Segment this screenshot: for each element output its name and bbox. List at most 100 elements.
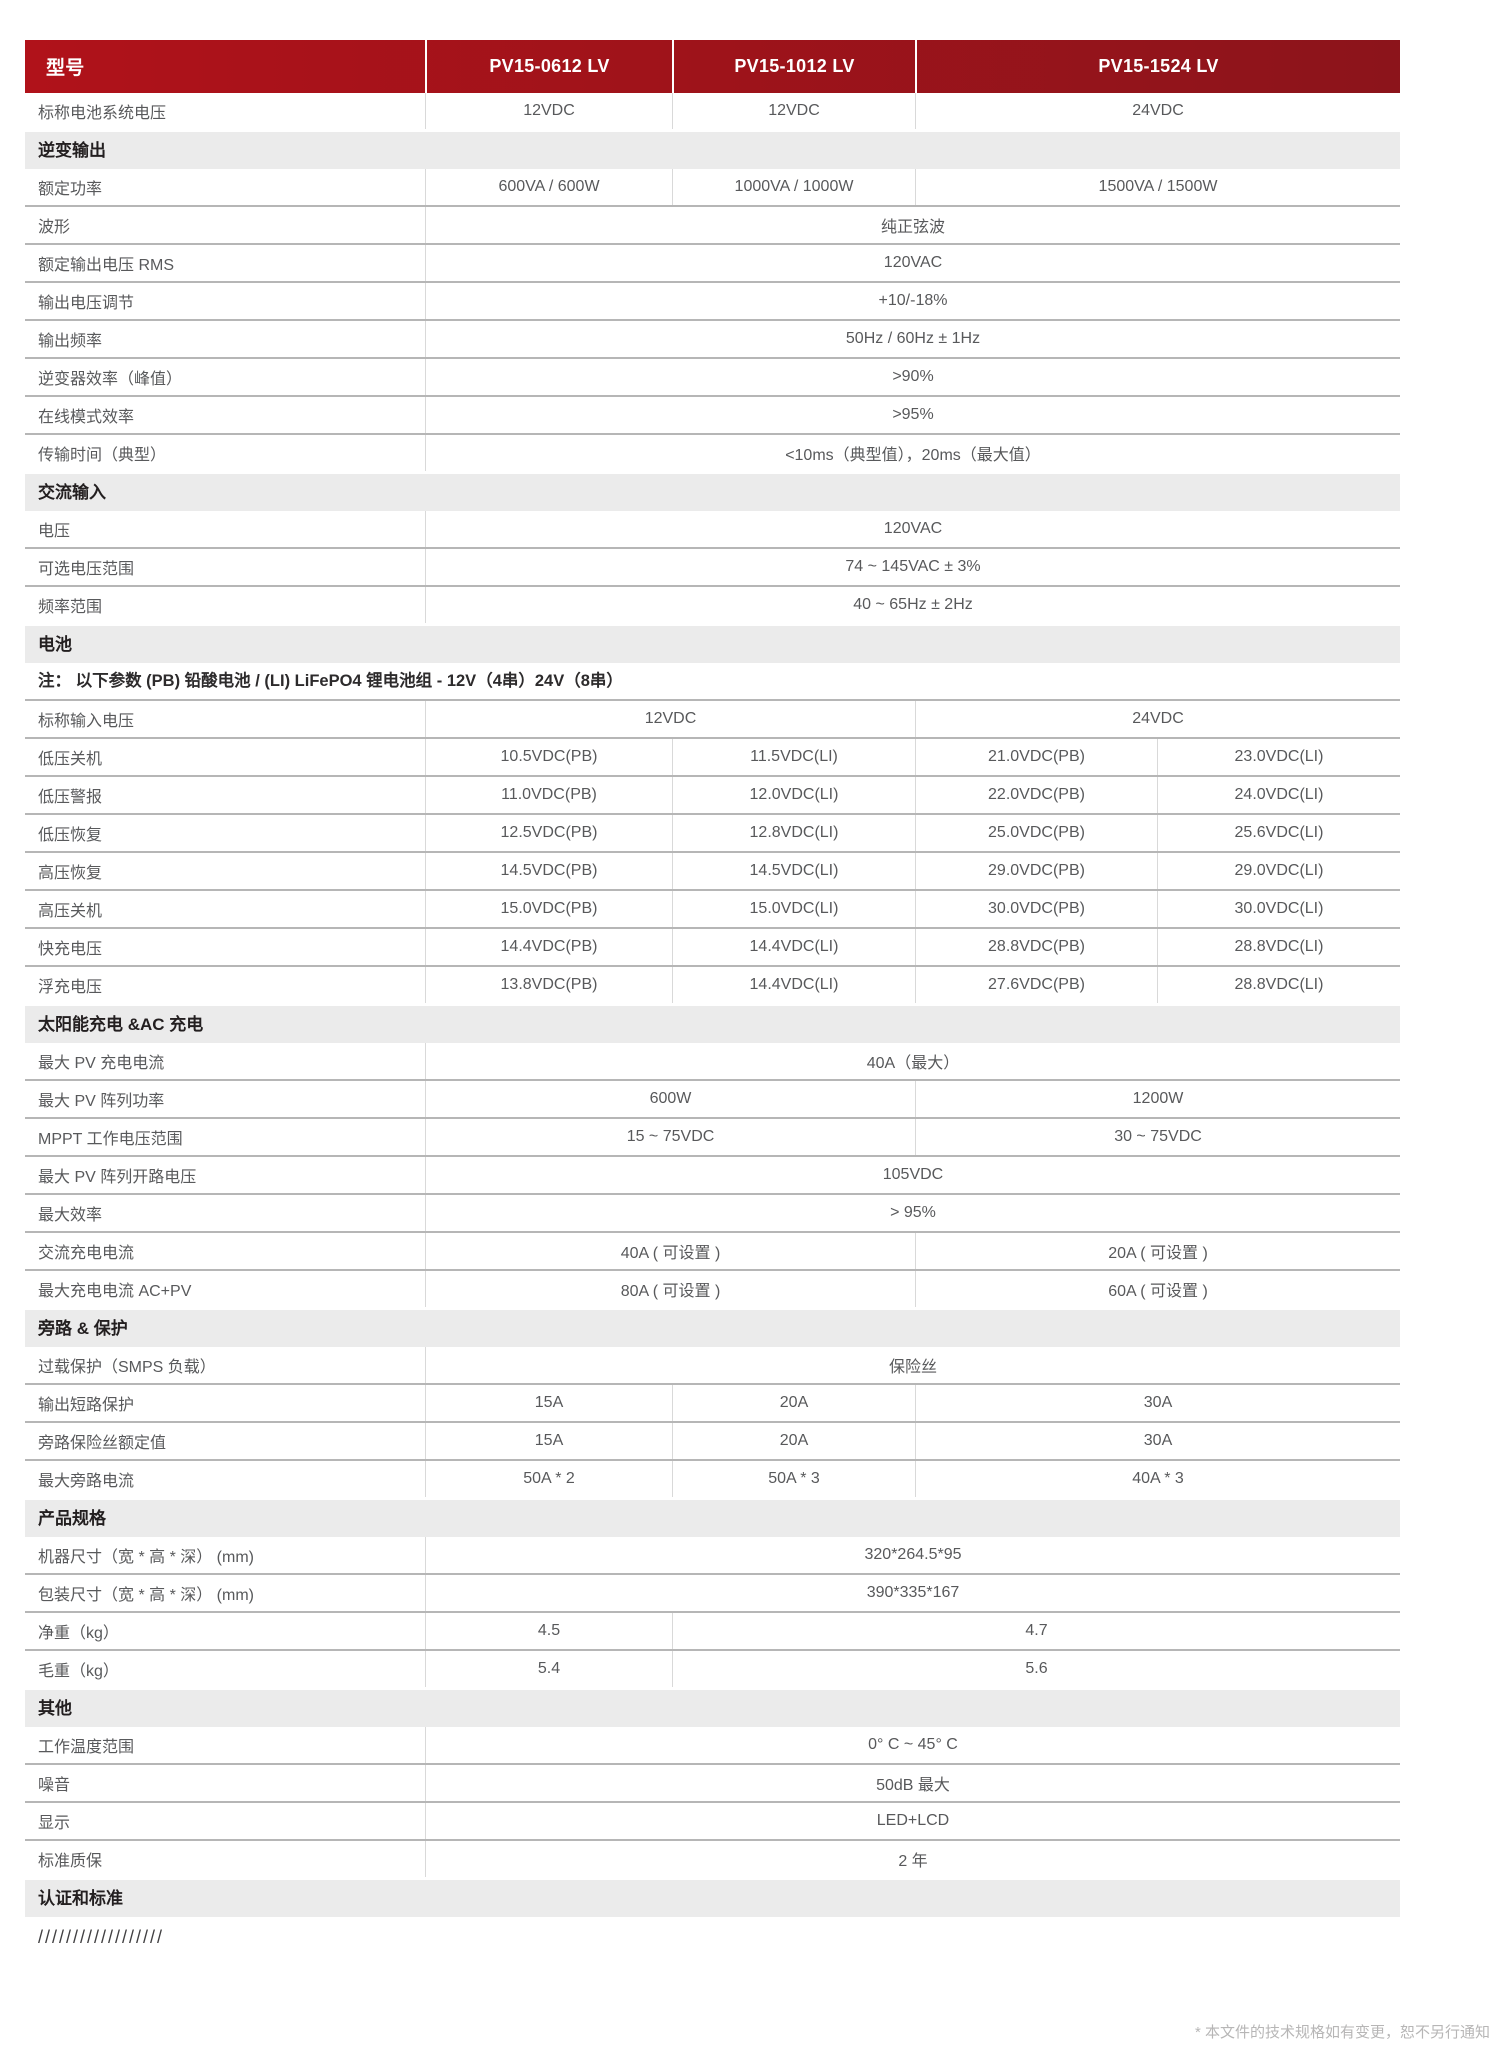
row-label: 传输时间（典型）: [38, 447, 167, 464]
spec-row: 低压警报 11.0VDC(PB) 12.0VDC(LI) 22.0VDC(PB) 24.…: [25, 777, 1400, 815]
spec-row: 额定功率 600VA / 600W 1000VA / 1000W 1500VA / 1…: [25, 169, 1400, 207]
row-label: 在线模式效率: [38, 409, 135, 426]
row-value: LED+LCD: [425, 1803, 1400, 1839]
row-label: 毛重（kg）: [38, 1663, 119, 1680]
row-value: 12VDC: [425, 93, 672, 129]
spec-row: 电压 120VAC: [25, 511, 1400, 549]
row-value: 14.4VDC(LI): [672, 929, 915, 965]
row-value: 20A: [672, 1423, 915, 1459]
row-value: 1500VA / 1500W: [915, 169, 1400, 205]
row-value: 50dB 最大: [425, 1765, 1400, 1801]
row-value: +10/-18%: [425, 283, 1400, 319]
row-label: 工作温度范围: [38, 1739, 135, 1756]
spec-row: 输出频率 50Hz / 60Hz ± 1Hz: [25, 321, 1400, 359]
row-label: 标称电池系统电压: [38, 105, 167, 122]
row-label: 额定功率: [38, 181, 103, 198]
section-rows: 标称电池系统电压 12VDC 12VDC 24VDC: [25, 93, 1400, 129]
row-label: 标准质保: [38, 1853, 103, 1870]
row-value: 15 ~ 75VDC: [425, 1119, 915, 1155]
row-label: 噪音: [38, 1777, 71, 1794]
row-value: 27.6VDC(PB): [915, 967, 1157, 1003]
spec-row: 交流充电电流 40A ( 可设置 ) 20A ( 可设置 ): [25, 1233, 1400, 1271]
section-header: 交流输入: [25, 474, 1400, 511]
spec-row: 标称电池系统电压 12VDC 12VDC 24VDC: [25, 93, 1400, 129]
row-label: 最大 PV 充电电流: [38, 1055, 165, 1072]
row-value: 600W: [425, 1081, 915, 1117]
spec-row: 噪音 50dB 最大: [25, 1765, 1400, 1803]
row-value: 29.0VDC(PB): [915, 853, 1157, 889]
row-value: 11.5VDC(LI): [672, 739, 915, 775]
model-header-cell: PV15-1524 LV: [915, 40, 1400, 93]
section-header: 旁路 & 保护: [25, 1310, 1400, 1347]
row-label: 频率范围: [38, 599, 103, 616]
row-label: 最大充电电流 AC+PV: [38, 1283, 192, 1300]
row-value: 390*335*167: [425, 1575, 1400, 1611]
row-value: 22.0VDC(PB): [915, 777, 1157, 813]
spec-row: 工作温度范围 0° C ~ 45° C: [25, 1727, 1400, 1765]
row-label: 最大旁路电流: [38, 1473, 135, 1490]
row-value: 28.8VDC(PB): [915, 929, 1157, 965]
row-label: 低压恢复: [38, 827, 103, 844]
spec-row: 过载保护（SMPS 负载） 保险丝: [25, 1347, 1400, 1385]
row-value: 0° C ~ 45° C: [425, 1727, 1400, 1763]
row-value: 50A * 3: [672, 1461, 915, 1497]
row-value: 40 ~ 65Hz ± 2Hz: [425, 587, 1400, 623]
row-label: 高压恢复: [38, 865, 103, 882]
row-value: 1000VA / 1000W: [672, 169, 915, 205]
row-value: 40A ( 可设置 ): [425, 1233, 915, 1269]
row-value: 4.7: [672, 1613, 1400, 1649]
spec-row: MPPT 工作电压范围 15 ~ 75VDC 30 ~ 75VDC: [25, 1119, 1400, 1157]
row-value: 12.5VDC(PB): [425, 815, 672, 851]
battery-note: 注： 以下参数 (PB) 铅酸电池 / (LI) LiFePO4 锂电池组 - …: [25, 663, 1400, 701]
spec-row: 在线模式效率 >95%: [25, 397, 1400, 435]
row-value: 13.8VDC(PB): [425, 967, 672, 1003]
model-header-cell: PV15-0612 LV: [425, 40, 672, 93]
row-value: 30A: [915, 1423, 1400, 1459]
row-value: 30 ~ 75VDC: [915, 1119, 1400, 1155]
row-label: 净重（kg）: [38, 1625, 119, 1642]
spec-row: 最大旁路电流 50A * 2 50A * 3 40A * 3: [25, 1461, 1400, 1497]
row-value: 14.5VDC(PB): [425, 853, 672, 889]
row-value: 30.0VDC(LI): [1157, 891, 1400, 927]
section-header: 其他: [25, 1690, 1400, 1727]
row-value: 50A * 2: [425, 1461, 672, 1497]
spec-row: 包装尺寸（宽 * 高 * 深） (mm) 390*335*167: [25, 1575, 1400, 1613]
row-label: 高压关机: [38, 903, 103, 920]
row-value: 12VDC: [672, 93, 915, 129]
row-label: 输出频率: [38, 333, 103, 350]
row-label: 低压关机: [38, 751, 103, 768]
row-label: 过载保护（SMPS 负载）: [38, 1359, 216, 1376]
section-rows: 额定功率 600VA / 600W 1000VA / 1000W 1500VA / 1…: [25, 169, 1400, 471]
section-header: 认证和标准: [25, 1880, 1400, 1917]
spec-row: 快充电压 14.4VDC(PB) 14.4VDC(LI) 28.8VDC(PB) 28.…: [25, 929, 1400, 967]
row-value: 50Hz / 60Hz ± 1Hz: [425, 321, 1400, 357]
spec-row: 最大效率 > 95%: [25, 1195, 1400, 1233]
row-label: 低压警报: [38, 789, 103, 806]
row-value: 24VDC: [915, 93, 1400, 129]
row-value: 28.8VDC(LI): [1157, 967, 1400, 1003]
spec-row: 波形 纯正弦波: [25, 207, 1400, 245]
spec-row: 最大充电电流 AC+PV 80A ( 可设置 ) 60A ( 可设置 ): [25, 1271, 1400, 1307]
section-rows: 工作温度范围 0° C ~ 45° C 噪音 50dB 最大显示 LED+LCD 标准质保…: [25, 1727, 1400, 1877]
section-rows: //////////////////: [25, 1917, 1400, 1957]
row-value: 14.4VDC(PB): [425, 929, 672, 965]
row-value: 10.5VDC(PB): [425, 739, 672, 775]
section-rows: 过载保护（SMPS 负载） 保险丝 输出短路保护 15A 20A 30A 旁路保险丝额定值 1…: [25, 1347, 1400, 1497]
row-label: 机器尺寸（宽 * 高 * 深） (mm): [38, 1549, 254, 1566]
spec-row: 频率范围 40 ~ 65Hz ± 2Hz: [25, 587, 1400, 623]
row-label: 交流充电电流: [38, 1245, 135, 1262]
section-rows: 最大 PV 充电电流 40A（最大） 最大 PV 阵列功率 600W 1200W MPPT…: [25, 1043, 1400, 1307]
row-value: 15A: [425, 1385, 672, 1421]
row-value: 600VA / 600W: [425, 169, 672, 205]
spec-row: 低压恢复 12.5VDC(PB) 12.8VDC(LI) 25.0VDC(PB) 25.…: [25, 815, 1400, 853]
row-label: 波形: [38, 219, 71, 236]
row-value: 80A ( 可设置 ): [425, 1271, 915, 1307]
row-label: 显示: [38, 1815, 71, 1832]
row-value: 25.6VDC(LI): [1157, 815, 1400, 851]
row-label: 包装尺寸（宽 * 高 * 深） (mm): [38, 1587, 254, 1604]
row-value: 25.0VDC(PB): [915, 815, 1157, 851]
spec-row: 浮充电压 13.8VDC(PB) 14.4VDC(LI) 27.6VDC(PB) 28.…: [25, 967, 1400, 1003]
spec-row: 传输时间（典型） <10ms（典型值），20ms（最大值）: [25, 435, 1400, 471]
row-label: 可选电压范围: [38, 561, 135, 578]
spec-table: 型号 PV15-0612 LV PV15-1012 LV PV15-1524 LV 标称…: [25, 40, 1400, 1957]
